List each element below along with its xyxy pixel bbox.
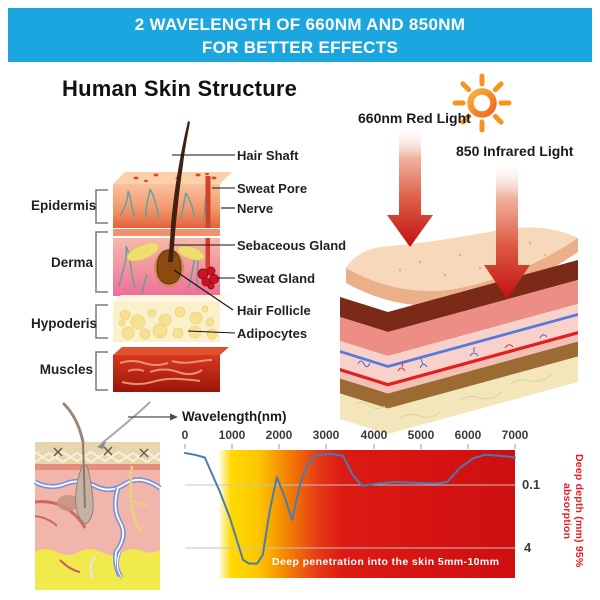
muscle-fibers <box>119 359 213 385</box>
sweat-gland-shape <box>197 266 219 290</box>
part-label-nerve: Nerve <box>237 201 274 216</box>
layer-brackets <box>95 189 108 391</box>
x-tick-7000: 7000 <box>501 428 529 442</box>
layer-label-hypoderis: Hypoderis <box>31 316 98 331</box>
skin-structure-diagram <box>95 121 236 392</box>
chart-annotation: Deep penetration into the skin 5mm-10mm <box>272 556 500 568</box>
red-light-label: 660nm Red Light <box>358 110 471 126</box>
sebaceous-gland-shape <box>126 242 205 262</box>
banner-line1: 2 WAVELENGTH OF 660NM AND 850NM <box>134 15 466 34</box>
adipocytes-cells <box>118 305 218 340</box>
light-penetration-diagram <box>340 73 578 434</box>
nerve-lines-epidermis <box>119 188 207 222</box>
down-arrow-icon-850nm <box>484 166 530 299</box>
infrared-light-label: 850 Infrared Light <box>456 143 574 159</box>
part-label-hair-follicle: Hair Follicle <box>237 303 311 318</box>
x-tick-4000: 4000 <box>360 428 388 442</box>
skin-block-3d <box>340 227 578 434</box>
x-tick-3000: 3000 <box>312 428 340 442</box>
header-banner: 2 WAVELENGTH OF 660NM AND 850NM FOR BETT… <box>8 8 592 62</box>
capillary-lines <box>357 334 548 369</box>
part-label-sweat-pore: Sweat Pore <box>237 181 308 196</box>
skin-cross-section-image <box>33 401 162 590</box>
chart-y-axis-title: Deep depth (mm) 95% absorption <box>561 454 585 568</box>
y-tick-0-1: 0.1 <box>522 477 541 492</box>
x-tick-2000: 2000 <box>265 428 293 442</box>
part-label-adipocytes: Adipocytes <box>237 326 308 341</box>
layer-label-derma: Derma <box>50 255 93 270</box>
layer-label-epidermis: Epidermis <box>31 198 97 213</box>
y-tick-4: 4 <box>524 540 532 555</box>
x-tick-5000: 5000 <box>407 428 435 442</box>
absorption-chart <box>128 413 516 578</box>
absorption-curve <box>184 452 516 565</box>
hair-shaft-shape <box>168 121 190 262</box>
page-title: Human Skin Structure <box>62 76 298 101</box>
chart-x-ticks-marks <box>184 444 516 449</box>
part-label-sebaceous-gland: Sebaceous Gland <box>237 238 347 253</box>
part-label-hair-shaft: Hair Shaft <box>237 148 299 163</box>
hair-follicle-bulb <box>156 249 182 285</box>
sweat-pore-channel <box>205 176 211 228</box>
layer-label-muscles: Muscles <box>39 362 93 377</box>
part-label-sweat-gland: Sweat Gland <box>237 271 316 286</box>
down-arrow-icon-660nm <box>387 131 433 247</box>
sun-icon <box>452 73 512 133</box>
leader-lines <box>172 154 236 334</box>
x-tick-6000: 6000 <box>454 428 482 442</box>
x-tick-1000: 1000 <box>218 428 246 442</box>
banner-line2: FOR BETTER EFFECTS <box>201 38 399 57</box>
chart-x-axis-title: Wavelength(nm) <box>182 409 287 424</box>
x-tick-0: 0 <box>181 428 189 442</box>
